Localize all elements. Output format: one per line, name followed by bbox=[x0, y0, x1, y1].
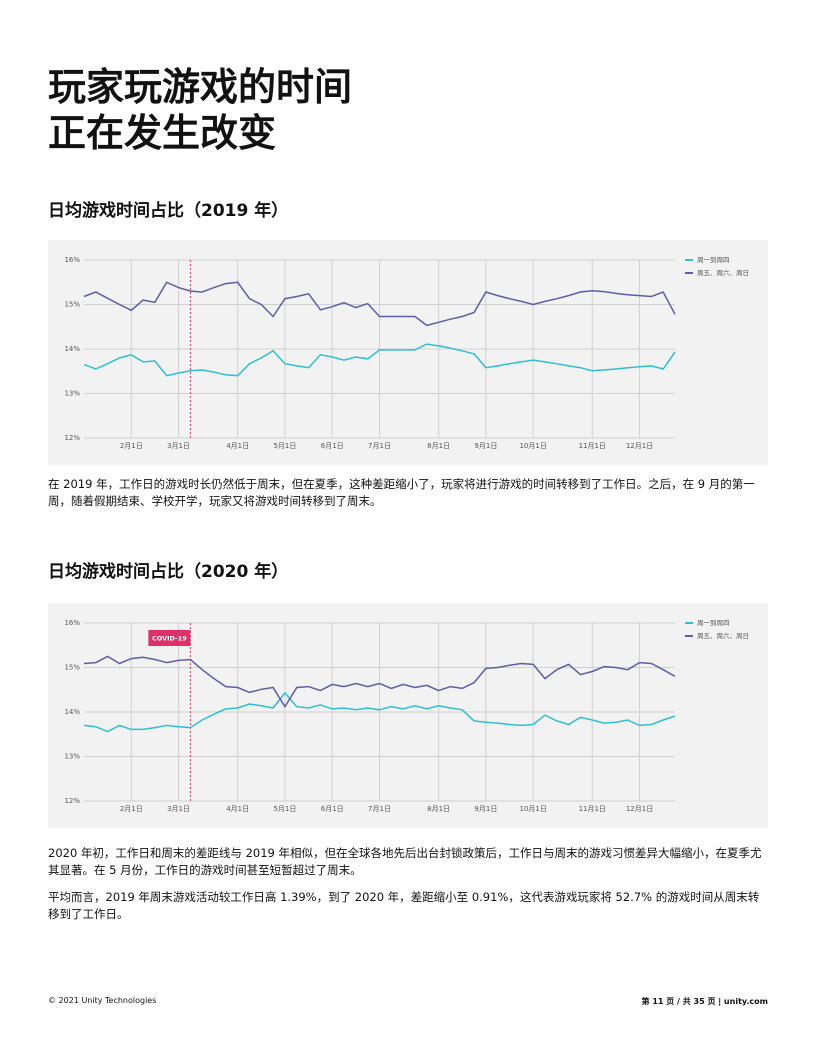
x-tick-label: 7月1日 bbox=[368, 805, 391, 813]
x-tick-label: 11月1日 bbox=[579, 442, 606, 450]
footer-right: 第 11 页 / 共 35 页 | unity.com bbox=[641, 997, 768, 1006]
x-tick-label: 4月1日 bbox=[226, 442, 249, 450]
x-tick-label: 10月1日 bbox=[519, 442, 546, 450]
x-tick-label: 2月1日 bbox=[120, 805, 143, 813]
x-tick-label: 8月1日 bbox=[427, 442, 450, 450]
annotation-box bbox=[148, 630, 191, 646]
chart-background bbox=[48, 240, 768, 465]
legend-label: 周一到周四 bbox=[697, 256, 730, 264]
y-tick-label: 12% bbox=[64, 434, 80, 442]
x-tick-label: 4月1日 bbox=[226, 805, 249, 813]
y-tick-label: 14% bbox=[64, 345, 80, 353]
y-tick-label: 12% bbox=[64, 797, 80, 805]
x-tick-label: 10月1日 bbox=[519, 805, 546, 813]
legend-label: 周五、周六、周日 bbox=[697, 268, 749, 277]
x-tick-label: 3月1日 bbox=[167, 442, 190, 450]
chart-title: 日均游戏时间占比（2019 年） bbox=[48, 201, 289, 221]
page-title: 玩家玩游戏的时间 正在发生改变 bbox=[48, 64, 352, 156]
x-tick-label: 9月1日 bbox=[474, 442, 497, 450]
title-line: 正在发生改变 bbox=[48, 111, 277, 155]
x-tick-label: 2月1日 bbox=[120, 442, 143, 450]
x-tick-label: 5月1日 bbox=[273, 442, 296, 450]
y-tick-label: 13% bbox=[64, 390, 80, 398]
legend-label: 周五、周六、周日 bbox=[697, 631, 749, 640]
chart: 12% 13% 14% 15% 16% 2月1日 3月1日 4月1日 5月1日 6月1日 7月1日 8… bbox=[48, 240, 768, 465]
y-tick-label: 13% bbox=[64, 753, 80, 761]
line-series bbox=[83, 691, 676, 733]
x-tick-label: 7月1日 bbox=[368, 442, 391, 450]
paragraph: 在 2019 年，工作日的游戏时长仍然低于周末，但在夏季，这种差距缩小了，玩家将… bbox=[48, 477, 755, 508]
chart: 12% 13% 14% 15% 16% 2月1日 3月1日 4月1日 5月1日 6月1日 7月1日 8… bbox=[48, 603, 768, 828]
y-tick-label: 16% bbox=[64, 619, 80, 627]
line-series bbox=[83, 281, 676, 327]
legend-label: 周一到周四 bbox=[697, 619, 730, 627]
paragraph: 2020 年初，工作日和周末的差距线与 2019 年相似，但在全球各地先后出台封… bbox=[48, 846, 762, 877]
line-series bbox=[83, 655, 676, 709]
x-tick-label: 5月1日 bbox=[273, 805, 296, 813]
x-tick-label: 12月1日 bbox=[626, 442, 653, 450]
x-tick-label: 11月1日 bbox=[579, 805, 606, 813]
y-tick-label: 14% bbox=[64, 708, 80, 716]
x-tick-label: 8月1日 bbox=[427, 805, 450, 813]
annotation: COVID-19 bbox=[152, 635, 187, 643]
footer-left: © 2021 Unity Technologies bbox=[48, 996, 157, 1005]
x-tick-label: 6月1日 bbox=[321, 442, 344, 450]
chart-title: 日均游戏时间占比（2020 年） bbox=[48, 562, 289, 582]
line-series bbox=[83, 343, 676, 377]
x-tick-label: 9月1日 bbox=[474, 805, 497, 813]
y-tick-label: 15% bbox=[64, 301, 80, 309]
x-tick-label: 12月1日 bbox=[626, 805, 653, 813]
y-tick-label: 16% bbox=[64, 256, 80, 264]
x-tick-label: 6月1日 bbox=[321, 805, 344, 813]
x-tick-label: 3月1日 bbox=[167, 805, 190, 813]
y-tick-label: 15% bbox=[64, 664, 80, 672]
title-line: 玩家玩游戏的时间 bbox=[48, 65, 353, 109]
paragraph: 平均而言，2019 年周末游戏活动较工作日高 1.39%，到了 2020 年，差… bbox=[48, 890, 760, 921]
